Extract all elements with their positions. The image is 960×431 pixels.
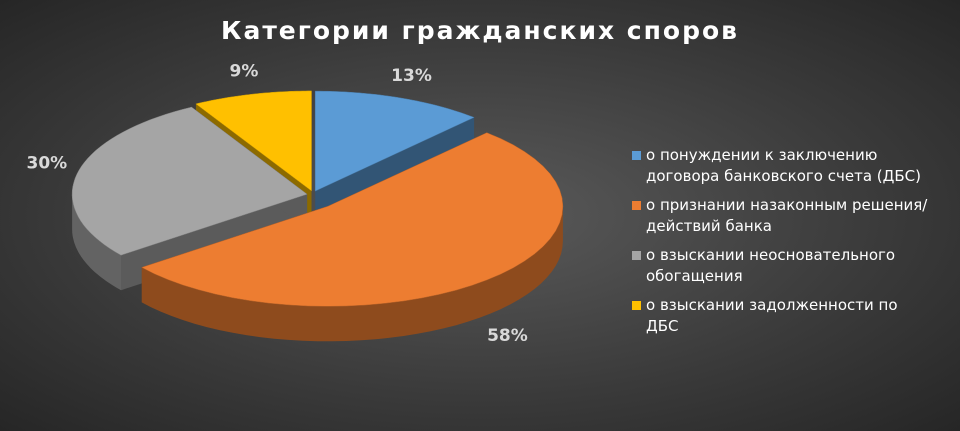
legend-label: о взыскании задолженности по ДБС (646, 296, 898, 335)
slice-side (141, 206, 563, 342)
data-label: 58% (487, 326, 528, 346)
slice-side (72, 194, 121, 291)
slice (71, 106, 308, 256)
legend-swatch (632, 201, 641, 210)
legend-item: о понуждении к заключению договора банко… (632, 145, 932, 187)
legend-swatch (632, 151, 641, 160)
chart-title: Категории гражданских споров (221, 16, 739, 45)
slice (314, 90, 475, 192)
slice (195, 90, 312, 192)
legend-item: о взыскании неосновательного обогащения (632, 245, 932, 287)
legend-item: о взыскании задолженности по ДБС (632, 295, 932, 337)
legend: о понуждении к заключению договора банко… (632, 145, 932, 345)
data-label: 30% (27, 153, 68, 173)
slice (141, 132, 564, 307)
legend-label: о взыскании неосновательного обогащения (646, 246, 896, 285)
data-label: 9% (230, 62, 259, 82)
legend-swatch (632, 251, 641, 260)
legend-label: о понуждении к заключению договора банко… (646, 146, 921, 185)
legend-label: о признании назаконным решения/действий … (646, 196, 928, 235)
legend-swatch (632, 301, 641, 310)
data-label: 13% (391, 66, 432, 86)
legend-item: о признании назаконным решения/действий … (632, 195, 932, 237)
